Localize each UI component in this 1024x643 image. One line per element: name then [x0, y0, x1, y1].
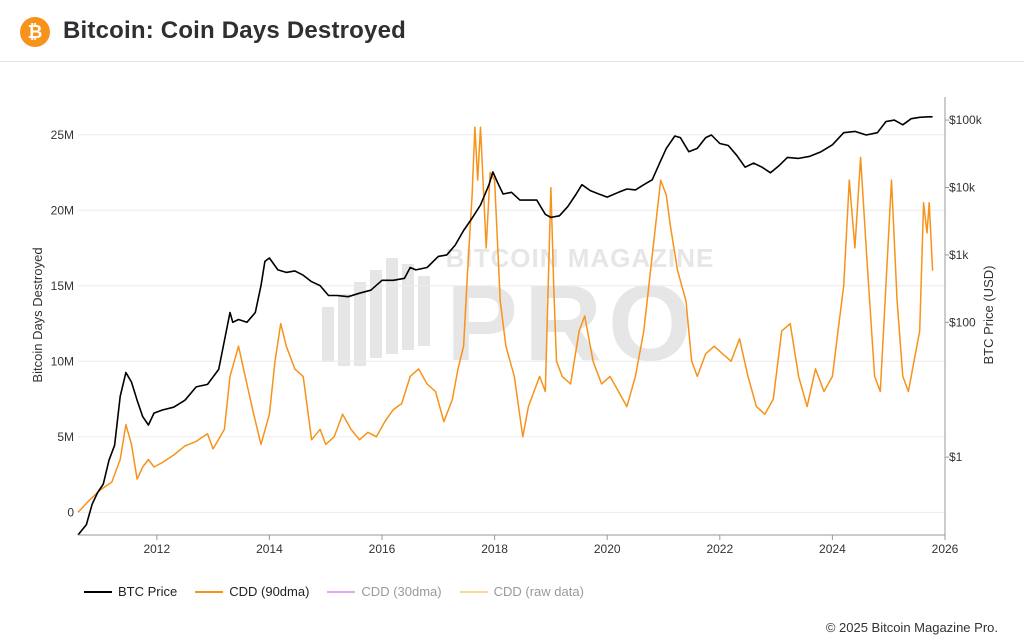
y2-axis-label: BTC Price (USD): [981, 266, 996, 365]
legend-item-btc-price[interactable]: BTC Price: [84, 584, 177, 599]
legend: BTC Price CDD (90dma) CDD (30dma) CDD (raw …: [84, 584, 602, 599]
watermark-logo-icon: [322, 258, 430, 366]
legend-label: CDD (raw data): [493, 584, 584, 599]
y2-tick-label: $100k: [949, 113, 983, 127]
legend-item-cdd-90dma[interactable]: CDD (90dma): [195, 584, 309, 599]
copyright: © 2025 Bitcoin Magazine Pro.: [825, 620, 998, 635]
watermark: BITCOIN MAGAZINE PRO: [322, 243, 715, 383]
y2-tick-label: $10k: [949, 180, 976, 194]
legend-item-cdd-30dma[interactable]: CDD (30dma): [327, 584, 442, 599]
x-tick-label: 2018: [481, 542, 508, 556]
y-tick-label: 0: [67, 505, 74, 519]
legend-item-cdd-raw-data[interactable]: CDD (raw data): [459, 584, 584, 599]
y-tick-label: 15M: [51, 279, 74, 293]
y-tick-label: 25M: [51, 128, 74, 142]
x-tick-label: 2014: [256, 542, 283, 556]
axes: 0 5M 10M 15M 20M 25M $1 $100 $1k $10k $100k 2012 201…: [51, 97, 983, 556]
series-line-btc-price: [77, 116, 933, 536]
y2-tick-label: $1: [949, 450, 963, 464]
x-tick-label: 2026: [932, 542, 959, 556]
header: ₿ Bitcoin: Coin Days Destroyed: [0, 0, 1024, 62]
watermark-top-text: BITCOIN MAGAZINE: [446, 243, 715, 273]
x-tick-label: 2020: [594, 542, 621, 556]
legend-label: BTC Price: [118, 584, 178, 599]
y-tick-label: 20M: [51, 203, 74, 217]
legend-swatch: [84, 590, 112, 593]
page-title: Bitcoin: Coin Days Destroyed: [63, 17, 406, 44]
y2-tick-label: $1k: [949, 248, 969, 262]
y-tick-label: 10M: [51, 354, 74, 368]
watermark-main-text: PRO: [446, 262, 698, 383]
bitcoin-icon: ₿: [20, 17, 50, 47]
series-line-cdd-90dma: [77, 126, 934, 513]
legend-swatch: [195, 590, 224, 593]
x-tick-label: 2016: [369, 542, 396, 556]
legend-swatch: [459, 590, 488, 593]
x-tick-label: 2012: [143, 542, 170, 556]
y-axis-label: Bitcoin Days Destroyed: [30, 247, 45, 382]
legend-swatch: [327, 590, 356, 593]
grid: [78, 134, 945, 513]
legend-label: CDD (30dma): [361, 584, 442, 599]
y-tick-label: 5M: [57, 430, 74, 444]
y2-tick-label: $100: [949, 315, 976, 329]
x-tick-label: 2022: [706, 542, 733, 556]
x-tick-label: 2024: [819, 542, 846, 556]
legend-label: CDD (90dma): [229, 584, 310, 599]
chart: BITCOIN MAGAZINE PRO 0 5M 10M 15M 20M 25M $1 $1…: [30, 97, 996, 556]
